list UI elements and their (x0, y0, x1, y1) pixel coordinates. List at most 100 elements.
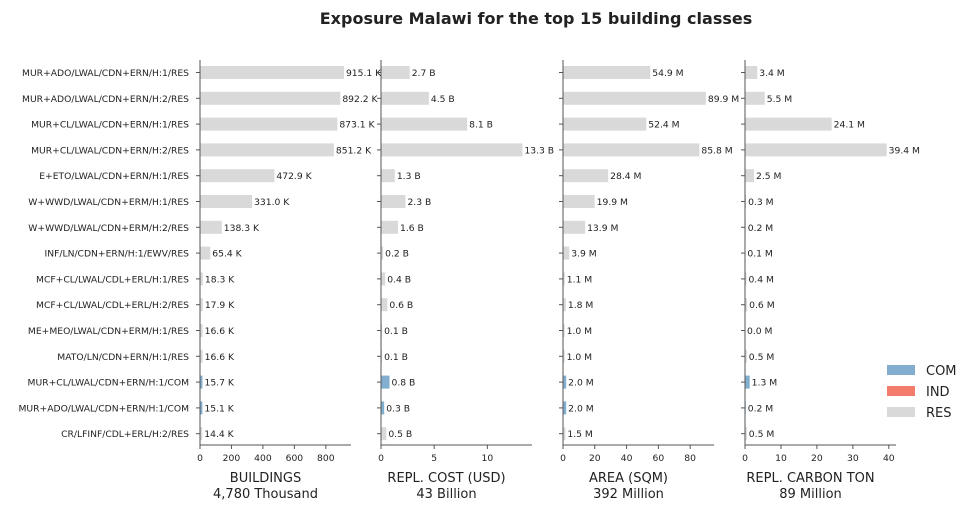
bar (381, 376, 390, 389)
bar-value-label: 2.7 B (412, 68, 436, 79)
bar (200, 221, 222, 234)
bar-value-label: 19.9 M (597, 197, 628, 208)
bar-value-label: 0.2 B (385, 249, 409, 260)
bar-value-label: 28.4 M (610, 171, 641, 182)
category-label: MUR+ADO/LWAL/CDN+ERN/H:2/RES (22, 94, 189, 105)
bar (745, 92, 765, 105)
x-tick-label: 800 (317, 453, 335, 464)
bar-value-label: 8.1 B (469, 120, 493, 131)
bar-value-label: 0.1 B (384, 352, 408, 363)
bar-value-label: 16.6 K (205, 352, 235, 363)
category-label: MUR+CL/LWAL/CDN+ERN/H:1/RES (31, 120, 189, 131)
category-label: MUR+CL/LWAL/CDN+ERN/H:2/RES (31, 145, 189, 156)
bar-value-label: 24.1 M (834, 120, 865, 131)
bar-value-label: 16.6 K (205, 326, 235, 337)
bar (381, 92, 429, 105)
bar (381, 66, 410, 79)
bar-value-label: 915.1 K (346, 68, 382, 79)
bar-value-label: 4.5 B (431, 94, 455, 105)
bar-value-label: 0.3 B (386, 403, 410, 414)
panel-2: 2.7 B4.5 B8.1 B13.3 B1.3 B2.3 B1.6 B0.2 … (377, 60, 554, 502)
bar-value-label: 0.6 M (749, 300, 775, 311)
panels: MUR+ADO/LWAL/CDN+ERN/H:1/RES MUR+ADO/LWAL… (18, 60, 920, 502)
x-tick-label: 10 (775, 453, 787, 464)
x-tick-label: 0 (560, 453, 566, 464)
bar-value-label: 0.5 M (749, 352, 775, 363)
bar-value-label: 1.3 B (397, 171, 421, 182)
bar-value-label: 0.2 M (748, 403, 774, 414)
bar (745, 118, 832, 131)
x-tick-label: 0 (742, 453, 748, 464)
bar-value-label: 851.2 K (336, 145, 372, 156)
bar-value-label: 39.4 M (889, 145, 920, 156)
bar-value-label: 1.0 M (567, 352, 593, 363)
bar-value-label: 0.6 B (389, 300, 413, 311)
bar (563, 247, 569, 260)
x-tick-label: 20 (811, 453, 823, 464)
x-tick-label: 10 (481, 453, 493, 464)
x-axis-label: BUILDINGS (230, 471, 301, 486)
x-tick-label: 80 (684, 453, 696, 464)
chart-title: Exposure Malawi for the top 15 building … (320, 9, 752, 28)
bar-value-label: 0.1 B (384, 326, 408, 337)
bar (563, 143, 699, 156)
bar-value-label: 2.0 M (568, 403, 594, 414)
bar-value-label: 1.8 M (568, 300, 594, 311)
x-tick-label: 0 (378, 453, 384, 464)
bar (563, 221, 585, 234)
panel-total: 43 Billion (416, 487, 476, 502)
bar-value-label: 0.3 M (748, 197, 774, 208)
bar (381, 298, 387, 311)
x-tick-label: 20 (589, 453, 601, 464)
panel-total: 392 Million (593, 487, 664, 502)
bar-value-label: 2.0 M (568, 378, 594, 389)
bar-value-label: 52.4 M (648, 120, 679, 131)
bar (381, 169, 395, 182)
bar-value-label: 3.4 M (759, 68, 785, 79)
bar (200, 195, 252, 208)
legend-label-res: RES (926, 406, 952, 421)
bar (381, 427, 386, 440)
x-tick-label: 5 (431, 453, 437, 464)
bar-value-label: 3.9 M (571, 249, 597, 260)
category-label: INF/LN/CDN+ERN/H:1/EWV/RES (44, 249, 189, 260)
bar-value-label: 0.2 M (748, 223, 774, 234)
x-tick-label: 0 (197, 453, 203, 464)
x-tick-label: 60 (653, 453, 665, 464)
bar (381, 272, 385, 285)
x-axis-label: REPL. COST (USD) (387, 471, 505, 486)
legend-label-com: COM (926, 364, 957, 379)
bar (745, 66, 757, 79)
bar (200, 92, 340, 105)
bar-value-label: 873.1 K (339, 120, 375, 131)
bar-value-label: 0.5 B (388, 429, 412, 440)
bar-value-label: 892.2 K (342, 94, 378, 105)
bar-value-label: 89.9 M (708, 94, 739, 105)
bar-value-label: 18.3 K (205, 274, 235, 285)
category-label: E+ETO/LWAL/CDN+ERN/H:1/RES (39, 171, 189, 182)
category-label: MCF+CL/LWAL/CDL+ERL/H:1/RES (36, 274, 189, 285)
bar (381, 118, 467, 131)
bar (381, 195, 405, 208)
bar (200, 66, 344, 79)
legend-swatch-ind (887, 386, 915, 396)
bar-value-label: 65.4 K (212, 249, 242, 260)
bar (745, 143, 887, 156)
x-tick-label: 400 (254, 453, 272, 464)
x-tick-label: 40 (883, 453, 895, 464)
bar (200, 247, 210, 260)
category-label: MCF+CL/LWAL/CDL+ERL/H:2/RES (36, 300, 189, 311)
bar (563, 118, 646, 131)
legend-swatch-res (887, 407, 915, 417)
category-label: MUR+ADO/LWAL/CDN+ERN/H:1/RES (22, 68, 189, 79)
bar (200, 143, 334, 156)
bar-value-label: 1.5 M (567, 429, 593, 440)
bar (563, 169, 608, 182)
bar-value-label: 85.8 M (701, 145, 732, 156)
bar-value-label: 0.1 M (747, 249, 773, 260)
bar-value-label: 1.3 M (752, 378, 778, 389)
